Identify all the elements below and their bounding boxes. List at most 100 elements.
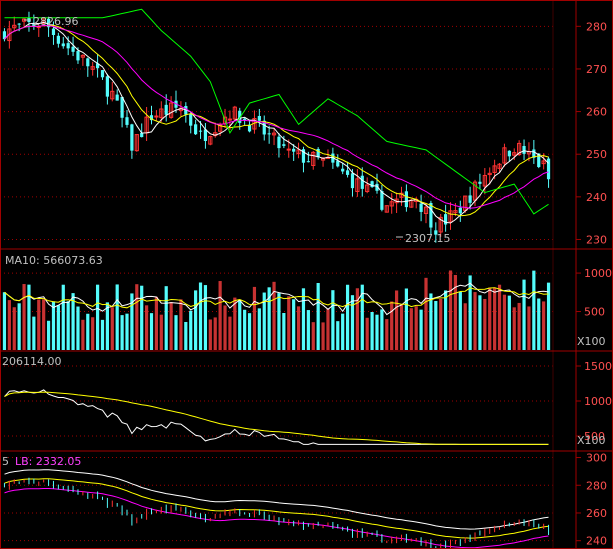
candle-body [301,149,306,163]
volume-bar-2 [12,307,16,350]
candle-body [56,35,60,44]
candle-body [76,51,80,61]
volume-tick-label-0: 1000 [584,267,612,280]
volume-bar-68 [336,321,340,350]
candle-body [478,181,482,184]
candle-90 [444,204,448,232]
volume-bar-66 [326,309,330,350]
volume-bar-98 [483,298,487,350]
candle-body [154,115,159,118]
candle-body [537,153,541,168]
candle-23 [115,89,119,101]
candle-22 [110,81,115,102]
candle-body [90,66,95,70]
candle-63 [311,150,316,170]
lb-tick-label-2: 260 [586,507,607,520]
candle-1 [7,20,12,49]
lb-upper-band [4,469,549,530]
volume-bar-13 [66,301,70,350]
volume-bar-57 [282,313,286,350]
volume-bar-7 [37,299,41,350]
candle-39 [194,119,198,136]
candle-body [296,149,301,155]
price-moving-averages [4,8,549,224]
volume-axis-ticks: 1000 500 [576,267,612,319]
candle-body [51,28,56,36]
lb-grid [0,457,553,542]
candle-body [472,181,478,201]
candle-body [140,132,144,138]
volume-bar-85 [419,309,423,350]
candle-body [458,207,462,214]
candle-body [345,170,350,175]
candle-32 [159,101,164,122]
volume-bar-72 [355,288,359,350]
high-price-label: 2826.96 [33,15,79,28]
candle-41 [203,123,208,149]
candle-body [311,151,316,166]
volume-title: MA10: 566073.63 [5,254,103,267]
volume-bar-51 [252,286,257,350]
candle-34 [169,96,174,119]
volume-bar-109 [537,298,541,350]
candle-98 [482,168,487,195]
indicator-title: 206114.00 [2,355,62,368]
candle-body [444,214,448,225]
candle-30 [149,105,154,125]
volume-bar-100 [493,287,497,350]
volume-bar-94 [463,303,467,350]
candle-21 [105,73,109,105]
candle-96 [472,179,478,207]
candle-body [232,106,237,120]
indicator-tick-label-2: 500 [584,430,605,443]
volume-bar-9 [46,320,51,350]
candle-93 [458,200,462,222]
candle-76 [375,173,379,194]
candle-25 [125,109,129,128]
volume-bar-74 [365,317,369,350]
volume-bar-26 [130,293,134,350]
volume-bars [2,270,551,350]
candle-body [336,160,340,167]
candle-body [532,149,536,158]
volume-bar-60 [296,306,301,350]
lb-tick-label-1: 280 [586,479,607,492]
volume-tick-label-1: 500 [584,306,605,319]
volume-bar-83 [409,308,413,350]
candle-77 [380,185,384,212]
candle-body [360,175,364,189]
candle-49 [243,117,247,125]
ma60-line [4,8,549,215]
candle-101 [497,162,502,172]
candle-54 [267,125,271,144]
candle-body [380,191,384,210]
volume-bar-46 [228,316,232,350]
volume-bar-75 [370,311,374,350]
volume-bar-69 [341,313,345,350]
volume-bar-32 [159,314,163,350]
volume-bar-20 [100,319,105,350]
candle-body [482,175,487,187]
candle-body [247,124,252,132]
volume-bar-63 [311,322,315,350]
volume-bar-10 [51,301,56,350]
candle-body [271,132,277,136]
volume-bar-79 [390,301,394,350]
candle-body [355,178,360,192]
price-axis-ticks: 280 270 260 250 240 230 [576,20,607,246]
volume-bar-87 [429,293,433,350]
candle-60 [296,142,301,159]
volume-bar-1 [7,300,11,350]
candle-body [497,163,502,169]
volume-bar-42 [208,319,212,350]
volume-bar-40 [198,282,203,350]
indicator-tick-label-0: 1500 [584,360,612,373]
candle-body [389,201,394,207]
candle-body [32,23,36,27]
volume-bar-8 [42,299,46,350]
price-tick-label-0: 280 [586,20,607,33]
candle-body [404,191,408,208]
candle-37 [184,102,188,123]
